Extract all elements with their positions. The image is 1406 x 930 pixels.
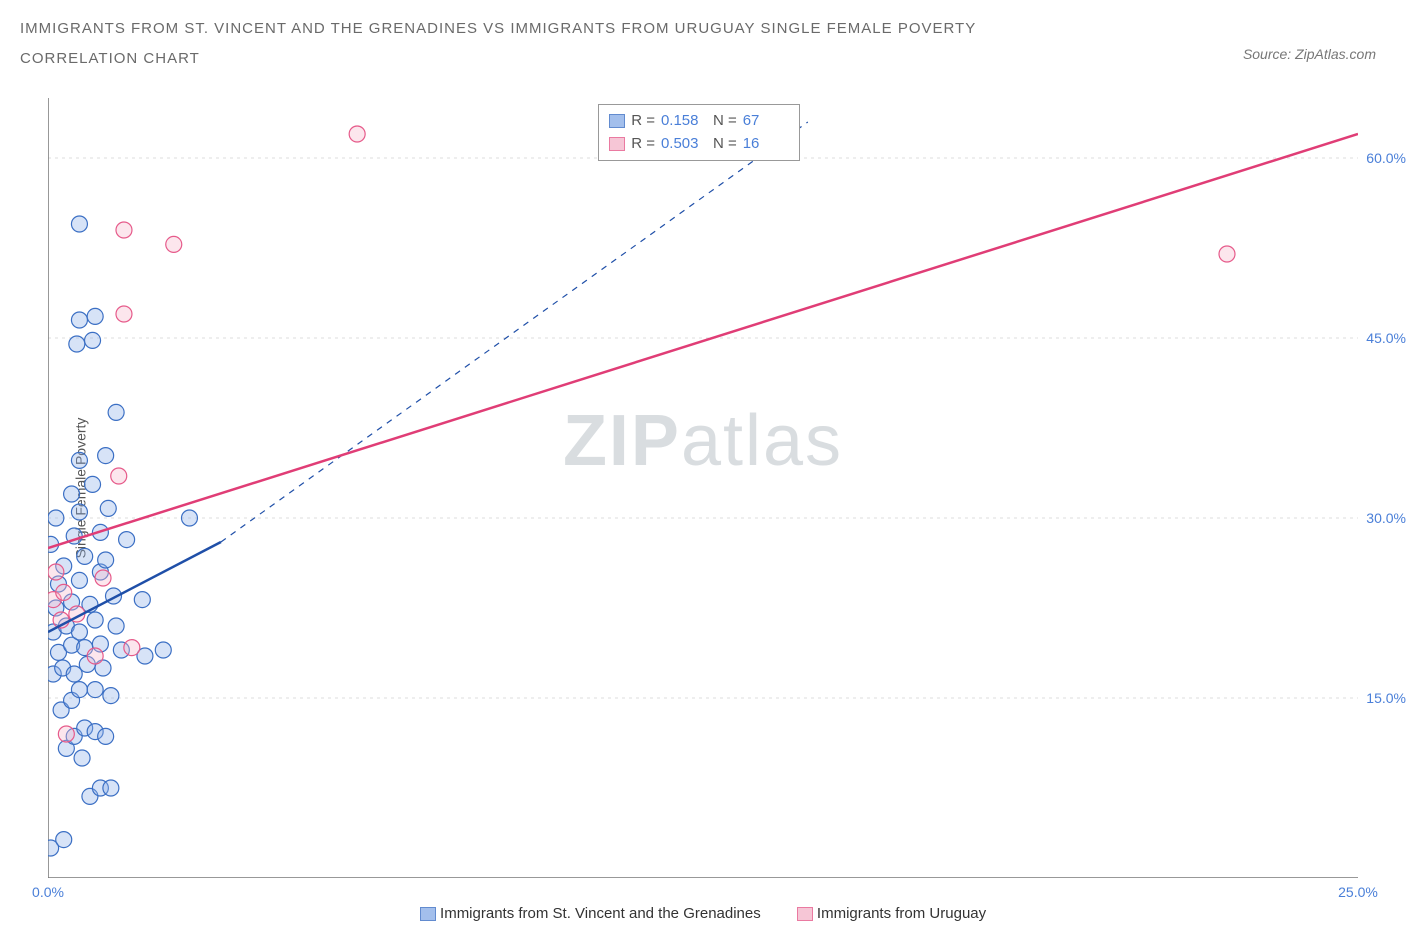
stats-row: R =0.158 N =67 (609, 110, 789, 133)
source-attribution: Source: ZipAtlas.com (1243, 46, 1376, 62)
legend-item: Immigrants from St. Vincent and the Gren… (420, 905, 761, 922)
y-tick-label: 30.0% (1366, 510, 1406, 526)
bottom-legend: Immigrants from St. Vincent and the Gren… (0, 905, 1406, 922)
y-tick-label: 60.0% (1366, 150, 1406, 166)
x-tick-label: 0.0% (32, 884, 64, 900)
y-tick-label: 15.0% (1366, 690, 1406, 706)
stats-row: R =0.503 N =16 (609, 133, 789, 156)
chart-title: IMMIGRANTS FROM ST. VINCENT AND THE GREN… (0, 0, 1406, 82)
y-tick-label: 45.0% (1366, 330, 1406, 346)
plot-svg (48, 98, 1358, 878)
x-tick-label: 25.0% (1338, 884, 1378, 900)
title-line-1: IMMIGRANTS FROM ST. VINCENT AND THE GREN… (20, 14, 1386, 44)
legend-item: Immigrants from Uruguay (797, 905, 986, 922)
title-line-2: CORRELATION CHART (20, 44, 1386, 74)
scatter-chart: Single Female Poverty ZIPatlas R =0.158 … (48, 98, 1358, 878)
stats-legend-box: R =0.158 N =67 R =0.503 N =16 (598, 104, 800, 161)
